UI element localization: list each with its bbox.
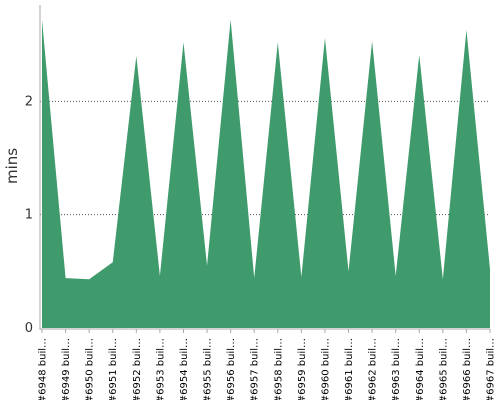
area-series	[41, 19, 491, 328]
x-tick-label: #6963 buil…	[391, 338, 402, 400]
x-tick-label: #6959 buil…	[297, 338, 308, 400]
x-tick-label: #6949 buil…	[61, 338, 72, 400]
y-tick-label: 1	[25, 208, 33, 223]
x-tick-label: #6958 buil…	[273, 338, 284, 400]
x-tick-label: #6966 buil…	[462, 338, 473, 400]
x-tick-label: #6954 buil…	[179, 338, 190, 400]
x-tick-label: #6961 buil…	[344, 338, 355, 400]
y-tick-label: 0	[25, 321, 33, 336]
y-axis-ticks: 0 1 2	[25, 94, 33, 336]
x-tick-label: #6950 buil…	[85, 338, 96, 400]
x-tick-label: #6955 buil…	[203, 338, 214, 400]
y-axis-title: mins	[3, 148, 21, 184]
x-axis-ticks: #6948 buil… #6949 buil… #6950 buil… #6951 b…	[38, 329, 497, 400]
x-tick-label: #6962 buil…	[368, 338, 379, 400]
x-tick-label: #6964 buil…	[415, 338, 426, 400]
x-tick-label: #6960 buil…	[320, 338, 331, 400]
x-tick-label: #6957 buil…	[250, 338, 261, 400]
x-tick-label: #6965 buil…	[438, 338, 449, 400]
x-tick-label: #6956 buil…	[226, 338, 237, 400]
x-tick-label: #6952 buil…	[132, 338, 143, 400]
area-fill	[42, 19, 490, 328]
x-tick-label: #6967 buil…	[486, 338, 497, 400]
x-tick-label: #6953 buil…	[155, 338, 166, 400]
y-tick-label: 2	[25, 94, 33, 109]
x-tick-label: #6951 buil…	[108, 338, 119, 400]
x-tick-label: #6948 buil…	[38, 338, 49, 400]
